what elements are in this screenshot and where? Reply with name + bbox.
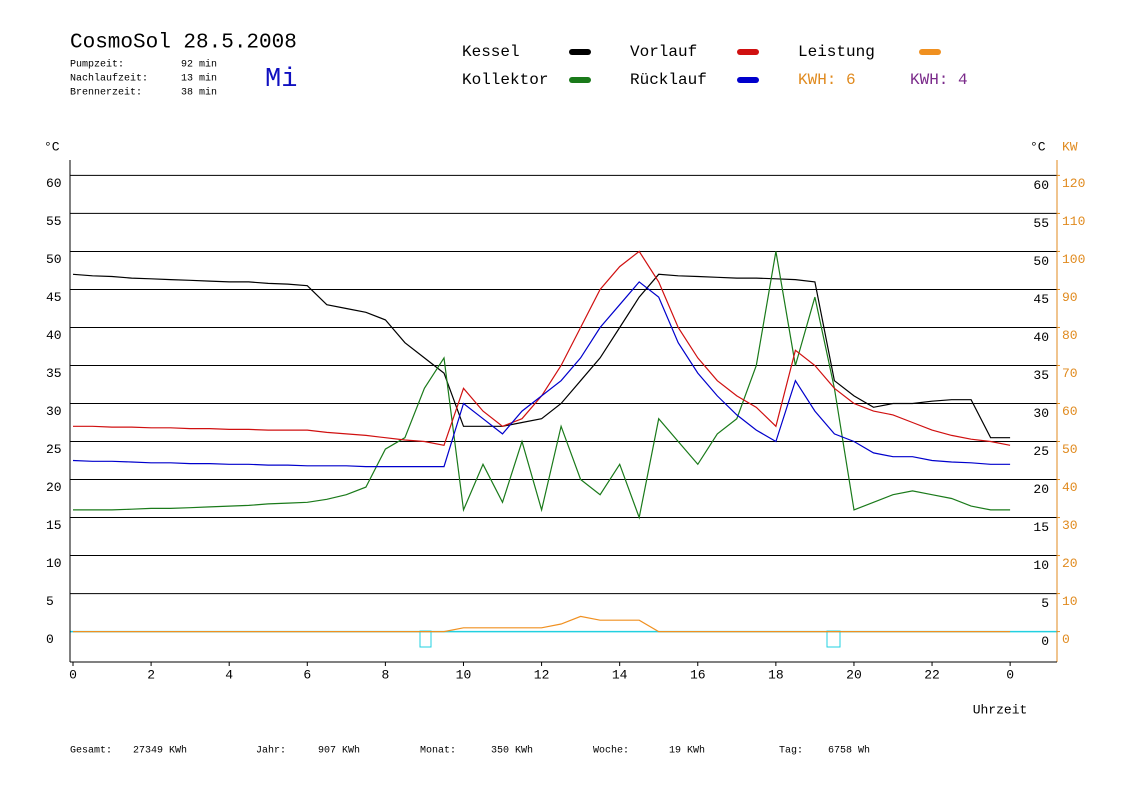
x-tick-label: 18 [768,667,784,682]
y-tick-label: 45 [46,290,62,305]
info-label: Pumpzeit: [70,59,124,71]
x-tick-label: 0 [69,667,77,682]
chart-title: CosmoSol 28.5.2008 [70,32,297,55]
total-value: 350 KWh [491,745,533,757]
x-axis-label: Uhrzeit [973,702,1028,717]
info-label: Brennerzeit: [70,87,142,99]
y2-tick-label: 80 [1062,328,1078,343]
total-label: Jahr: [256,745,286,757]
y-tick-label-right: 50 [1033,254,1049,269]
y-tick-label-right: 35 [1033,368,1049,383]
total-value: 27349 KWh [133,745,187,757]
legend-label: Kollektor [462,71,548,89]
y-tick-label: 35 [46,366,62,381]
x-tick-label: 12 [534,667,550,682]
legend-label: Kessel [462,43,520,61]
y2-tick-label: 120 [1062,176,1085,191]
y2-tick-label: 30 [1062,518,1078,533]
y-tick-label: 50 [46,252,62,267]
info-label: Nachlaufzeit: [70,73,148,85]
y2-unit: KW [1062,139,1078,154]
y2-tick-label: 10 [1062,594,1078,609]
y-tick-label: 15 [46,518,62,533]
y-tick-label: 55 [46,214,62,229]
y-tick-label-right: 5 [1041,596,1049,611]
x-tick-label: 8 [381,667,389,682]
y-tick-label-right: 40 [1033,330,1049,345]
y-tick-label-right: 20 [1033,482,1049,497]
weekday: Mi [265,65,297,95]
y-tick-label: 20 [46,480,62,495]
y-tick-label-right: 55 [1033,216,1049,231]
y-tick-label-right: 60 [1033,178,1049,193]
info-value: 13 min [181,73,217,85]
kwh-label: KWH: 6 [798,71,856,89]
y2-tick-label: 40 [1062,480,1078,495]
total-label: Woche: [593,745,629,757]
x-tick-label: 0 [1006,667,1014,682]
y-tick-label: 40 [46,328,62,343]
total-value: 907 KWh [318,745,360,757]
kwh-label: KWH: 4 [910,71,968,89]
y2-tick-label: 100 [1062,252,1085,267]
x-tick-label: 14 [612,667,628,682]
y2-tick-label: 110 [1062,214,1085,229]
x-tick-label: 6 [303,667,311,682]
y-tick-label-right: 30 [1033,406,1049,421]
y2-tick-label: 90 [1062,290,1078,305]
y2-tick-label: 70 [1062,366,1078,381]
total-label: Tag: [779,746,803,757]
y-unit-right: °C [1030,139,1046,154]
y-tick-label: 0 [46,632,54,647]
x-tick-label: 22 [924,667,940,682]
y2-tick-label: 50 [1062,442,1078,457]
y-tick-label-right: 0 [1041,634,1049,649]
x-tick-label: 10 [456,667,472,682]
total-label: Monat: [420,746,456,757]
y2-tick-label: 20 [1062,556,1078,571]
y-unit: °C [44,139,60,154]
x-tick-label: 16 [690,667,706,682]
x-tick-label: 20 [846,667,862,682]
legend-label: Rücklauf [630,71,707,89]
y-tick-label-right: 25 [1033,444,1049,459]
series-line [73,251,1011,520]
info-value: 92 min [181,59,217,71]
y2-tick-label: 0 [1062,632,1070,647]
legend-label: Vorlauf [630,43,697,61]
x-tick-label: 2 [147,667,155,682]
y-tick-label: 10 [46,556,62,571]
total-value: 6758 Wh [828,745,870,757]
series-line [73,615,1011,633]
y-tick-label: 30 [46,404,62,419]
y-tick-label: 5 [46,594,54,609]
y-tick-label-right: 15 [1033,520,1049,535]
series-line [72,281,1011,468]
legend-label: Leistung [798,43,875,61]
y-tick-label: 60 [46,176,62,191]
info-value: 38 min [181,87,217,99]
y-tick-label-right: 45 [1033,292,1049,307]
x-tick-label: 4 [225,667,233,682]
total-label: Gesamt: [70,746,112,757]
total-value: 19 KWh [669,745,705,757]
y-tick-label: 25 [46,442,62,457]
y-tick-label-right: 10 [1033,558,1049,573]
series-line [72,273,1011,439]
y2-tick-label: 60 [1062,404,1078,419]
